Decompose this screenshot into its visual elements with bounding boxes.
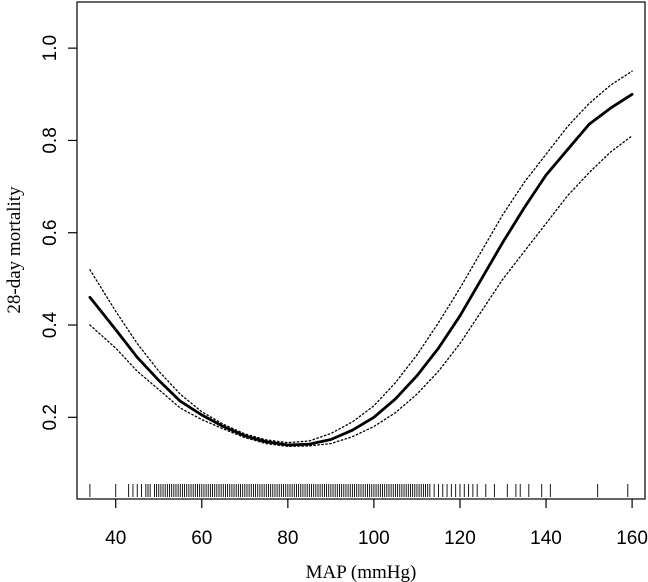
- x-tick-label: 120: [444, 528, 476, 549]
- x-tick-label: 140: [530, 528, 562, 549]
- plot-frame: [76, 1, 646, 500]
- upper-ci-line: [89, 70, 633, 444]
- x-axis: 40 60 80 100 120 140 160: [105, 499, 648, 549]
- y-axis-title: 28-day mortality: [4, 186, 25, 314]
- x-tick-label: 100: [358, 528, 390, 549]
- rug-ticks: [89, 484, 629, 497]
- series-lines: [88, 70, 634, 448]
- x-tick-label: 40: [105, 528, 126, 549]
- y-tick-label: 1.0: [40, 35, 61, 61]
- y-tick-label: 0.8: [40, 127, 61, 153]
- estimate-line: [88, 92, 634, 447]
- y-tick-label: 0.4: [40, 311, 61, 338]
- x-tick-label: 80: [277, 528, 298, 549]
- y-axis: 0.2 0.4 0.6 0.8 1.0: [40, 35, 77, 431]
- lower-ci-line: [89, 135, 633, 448]
- x-axis-title: MAP (mmHg): [306, 562, 417, 582]
- x-tick-label: 160: [616, 528, 648, 549]
- x-tick-label: 60: [191, 528, 212, 549]
- y-tick-label: 0.2: [40, 404, 61, 430]
- y-tick-label: 0.6: [40, 220, 61, 246]
